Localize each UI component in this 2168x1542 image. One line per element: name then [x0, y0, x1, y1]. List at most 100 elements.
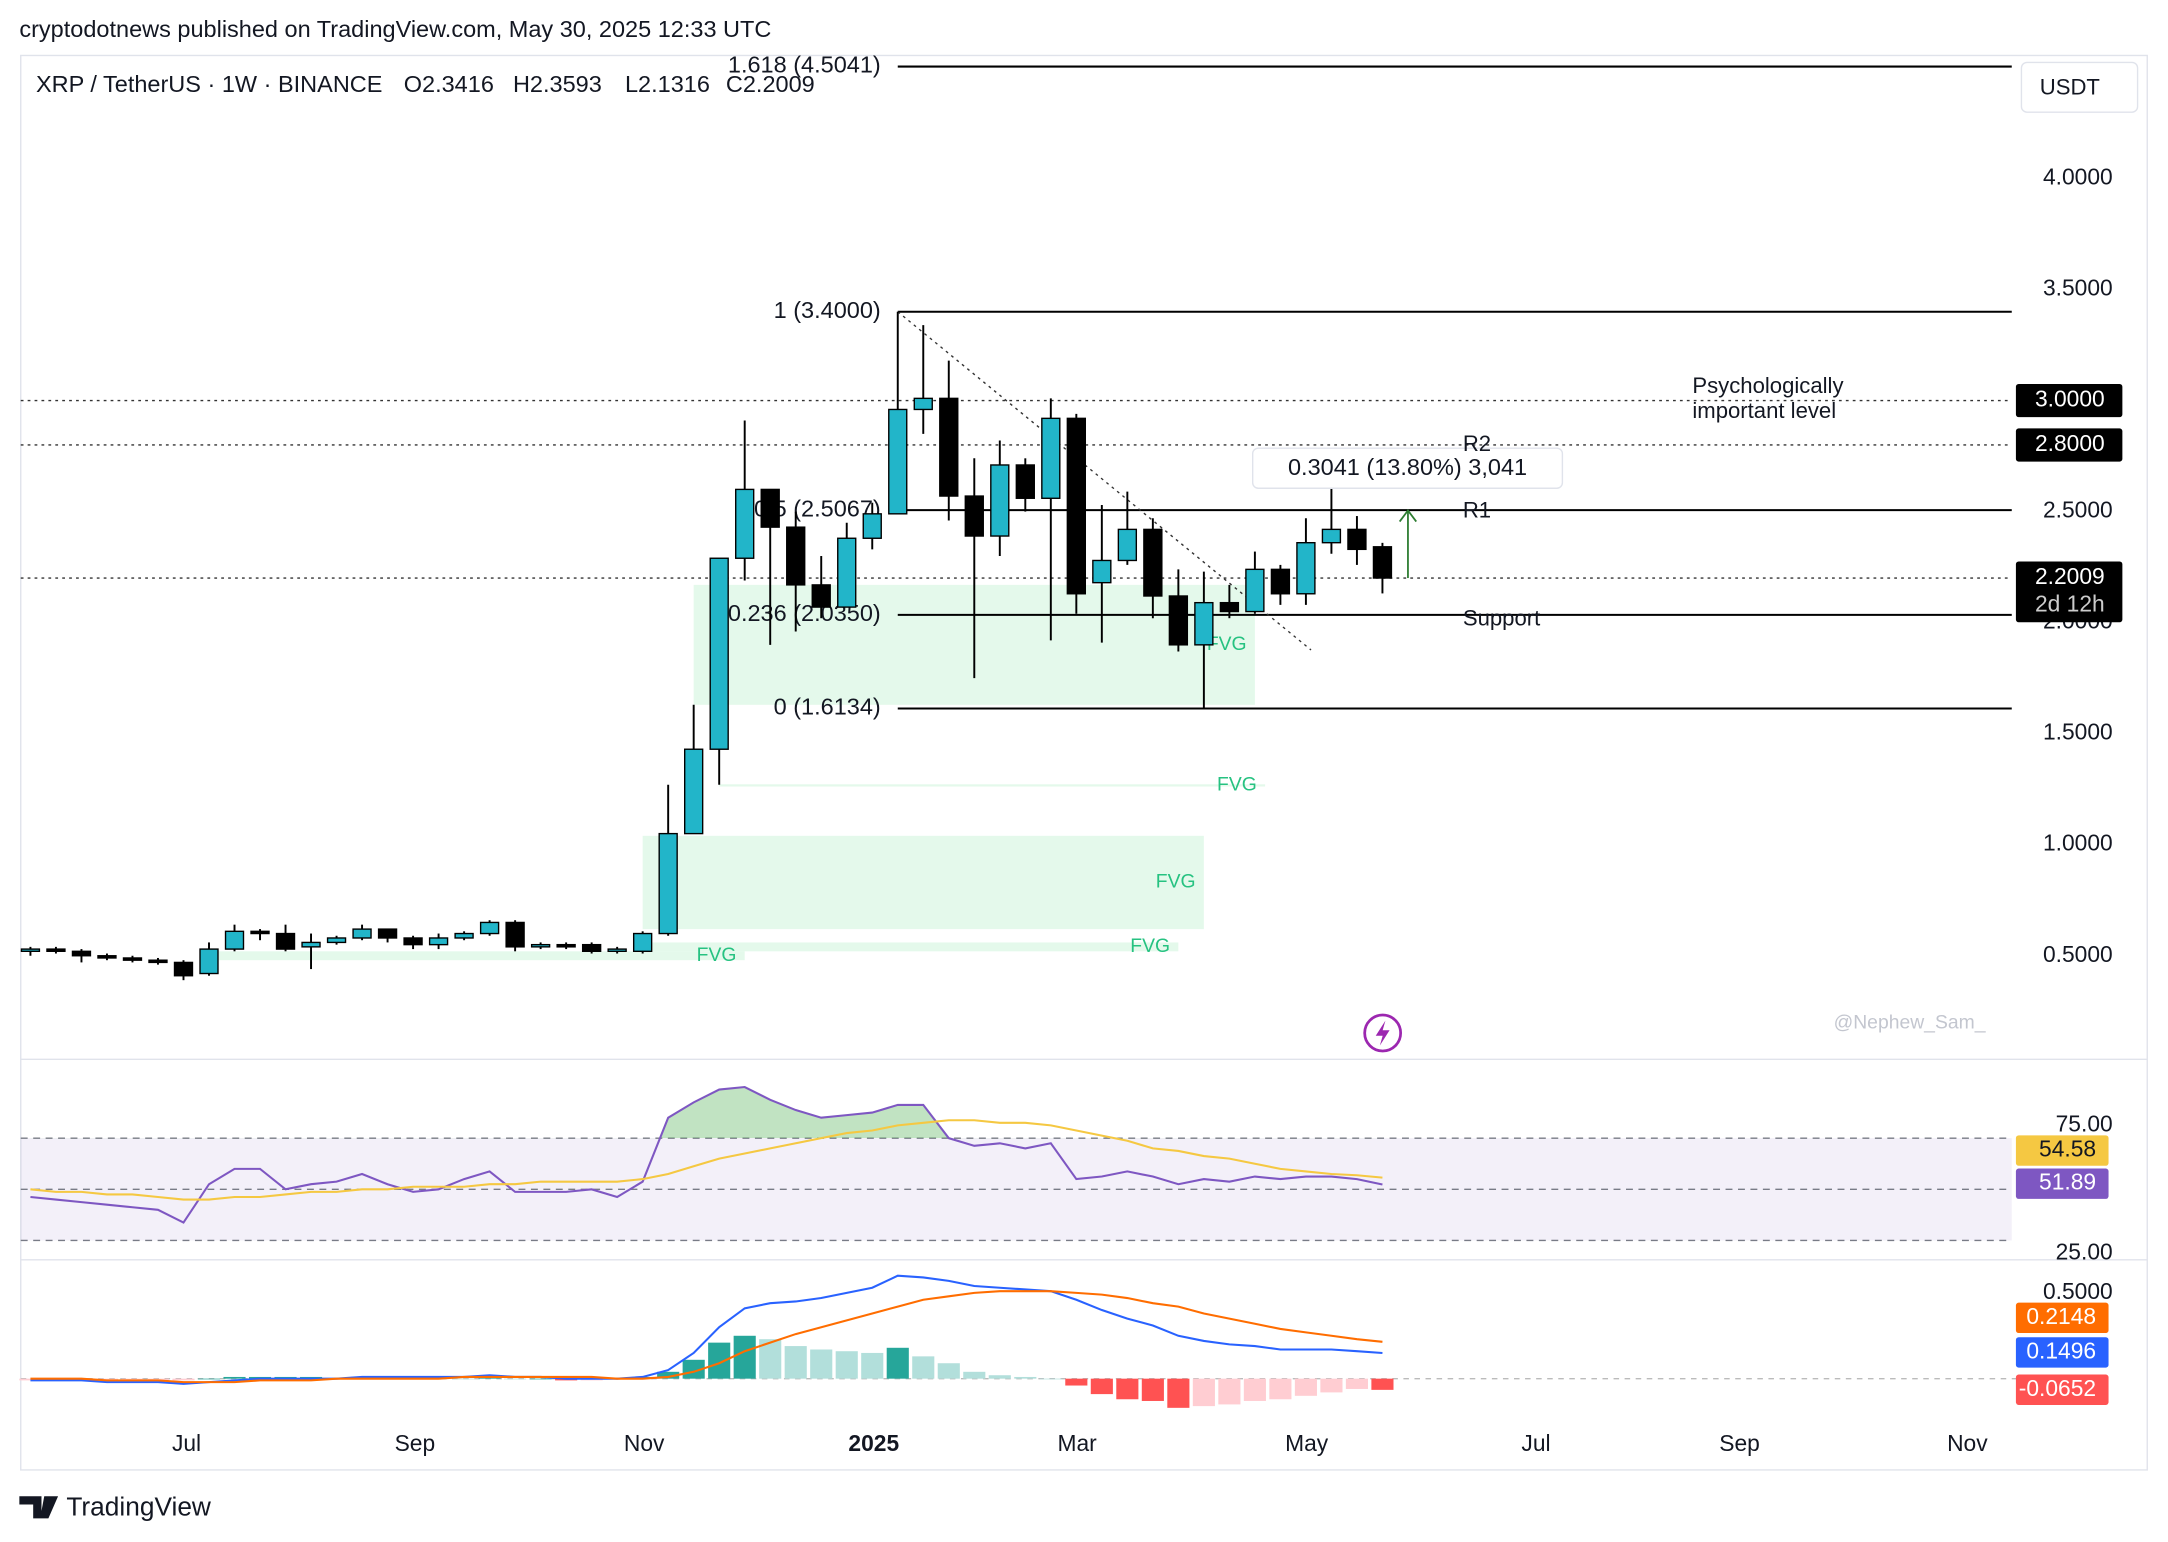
symbol-title: XRP / TetherUS · 1W · BINANCE	[36, 71, 383, 97]
histogram-bar	[759, 1339, 782, 1379]
x-tick-label: Nov	[624, 1430, 665, 1456]
histogram-bar	[1039, 1378, 1062, 1380]
indicator-line	[30, 1290, 1383, 1384]
candle-body	[862, 513, 882, 539]
candle-body	[1372, 546, 1393, 579]
ohlc-low: L2.1316	[625, 71, 710, 97]
y-tick-label: 1.5000	[2043, 719, 2113, 745]
ohlc-close: C2.2009	[726, 71, 815, 97]
value-box	[2015, 1168, 2109, 1199]
fvg-zone	[642, 942, 1179, 952]
fvg-label: FVG	[697, 944, 737, 966]
candle-body	[1270, 568, 1291, 595]
candle-body	[990, 464, 1010, 537]
candle-body	[326, 937, 347, 944]
x-tick-label: Sep	[1719, 1430, 1760, 1456]
histogram-bar	[504, 1378, 527, 1380]
histogram-bar	[1090, 1378, 1113, 1395]
y-tick-label: 2.5000	[2043, 497, 2113, 523]
candle-body	[1168, 595, 1189, 646]
annotation: R1	[1463, 498, 1491, 523]
x-tick-label: May	[1285, 1430, 1329, 1456]
candle-body	[403, 937, 423, 946]
currency-button[interactable]	[2020, 61, 2139, 113]
brand-name: TradingView	[66, 1492, 212, 1522]
histogram-bar	[1320, 1378, 1343, 1393]
candle-body	[122, 957, 143, 961]
alert-icon-bolt[interactable]	[1375, 1020, 1390, 1046]
price-box-label: 2.8000	[2035, 430, 2105, 456]
fvg-label: FVG	[1217, 774, 1257, 796]
value-box-label: 0.2148	[2026, 1303, 2096, 1329]
x-tick-label: Jul	[172, 1430, 201, 1456]
x-tick-label: Sep	[395, 1430, 436, 1456]
histogram-bar	[172, 1378, 195, 1381]
candle-body	[352, 928, 372, 939]
candle-body	[1117, 528, 1138, 562]
last-price-box	[2015, 561, 2123, 623]
candle-body	[735, 488, 755, 559]
candle-body	[786, 526, 806, 586]
y-tick-label: 0.5000	[2043, 1278, 2113, 1304]
value-box	[2015, 1337, 2109, 1368]
candle-body	[20, 948, 41, 952]
annotation: R2	[1463, 431, 1491, 456]
publish-info: cryptodotnews published on TradingView.c…	[19, 16, 771, 42]
histogram-bar	[1243, 1378, 1266, 1401]
candle-body	[964, 495, 984, 537]
y-tick-label: 4.0000	[2043, 164, 2113, 190]
chart-frame	[20, 54, 2148, 1471]
value-box	[2015, 1374, 2109, 1405]
brand-logo	[19, 1496, 59, 1519]
candle-body	[1245, 568, 1265, 613]
y-tick-label: 25.00	[2056, 1238, 2113, 1264]
candle-body	[1092, 559, 1112, 584]
measure-arrow-head	[1398, 509, 1417, 523]
candle-body	[97, 955, 117, 959]
y-tick-label: 1.0000	[2043, 830, 2113, 856]
candle-body	[301, 941, 321, 948]
candle-body	[684, 748, 704, 835]
indicator-line	[30, 1274, 1383, 1385]
candle-body	[377, 928, 398, 939]
x-tick-label: Jul	[1521, 1430, 1550, 1456]
fib-label: 1.618 (4.5041)	[728, 52, 881, 78]
candle-body	[1015, 464, 1035, 499]
histogram-bar	[1116, 1378, 1139, 1400]
histogram-bar	[784, 1346, 807, 1379]
measure-label: 0.3041 (13.80%) 3,041	[1288, 454, 1527, 480]
histogram-bar	[1014, 1376, 1037, 1379]
candle-body	[1041, 417, 1061, 499]
value-box	[2015, 1302, 2109, 1334]
histogram-bar	[912, 1356, 935, 1379]
value-box-label: 51.89	[2039, 1169, 2096, 1195]
annotation: important level	[1692, 398, 1836, 423]
x-tick-label: Nov	[1947, 1430, 1988, 1456]
histogram-bar	[1218, 1378, 1241, 1405]
candle-body	[581, 943, 602, 952]
histogram-bar	[963, 1371, 986, 1379]
fvg-label: FVG	[1207, 633, 1247, 655]
alert-icon[interactable]	[1363, 1013, 1403, 1053]
histogram-bar	[453, 1378, 476, 1380]
currency-label[interactable]: USDT	[2040, 75, 2100, 100]
candle-body	[556, 943, 576, 948]
candle-body	[530, 943, 551, 948]
histogram-bar	[937, 1363, 960, 1379]
candle-body	[275, 932, 296, 950]
ohlc-open: O2.3416	[404, 71, 494, 97]
countdown-label: 2d 12h	[2035, 591, 2105, 617]
candle-body	[1296, 542, 1316, 595]
fvg-label: FVG	[1130, 935, 1170, 957]
candle-body	[658, 832, 678, 935]
candle-body	[837, 537, 857, 608]
histogram-bar	[861, 1352, 884, 1379]
ohlc-high: H2.3593	[513, 71, 602, 97]
annotation: Psychologically	[1692, 373, 1844, 398]
candle-body	[1143, 528, 1163, 597]
histogram-bar	[1141, 1378, 1164, 1401]
fvg-zone	[214, 951, 745, 961]
candle-body	[760, 488, 780, 528]
histogram-bar	[835, 1351, 858, 1379]
fib-label: 0 (1.6134)	[774, 694, 881, 720]
